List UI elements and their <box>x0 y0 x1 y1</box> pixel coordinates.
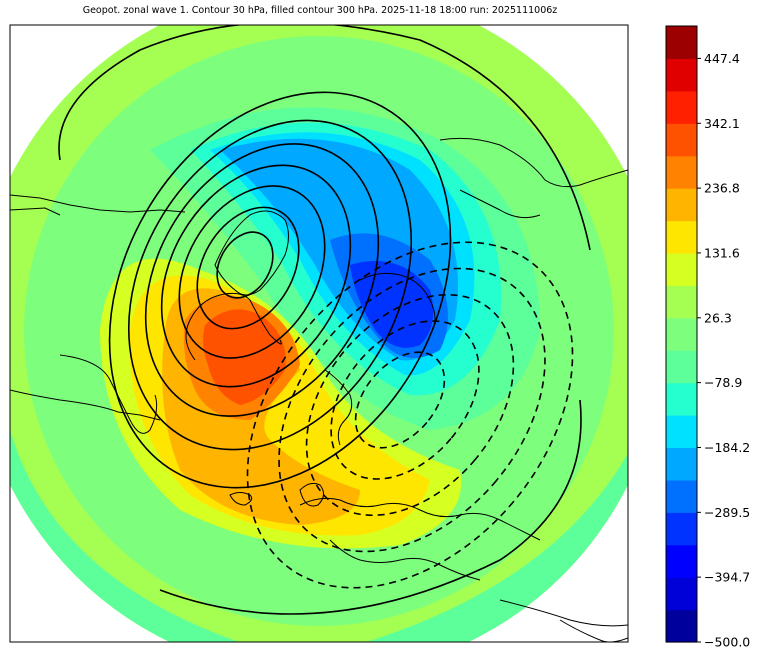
figure-title: Geopot. zonal wave 1. Contour 30 hPa, fi… <box>82 5 558 16</box>
contour-positive-7 <box>108 91 452 489</box>
colorbar-tick-label: 131.6 <box>704 245 740 260</box>
contour-positive-outer <box>58 25 591 251</box>
coast-alaska <box>10 194 186 213</box>
colorbar-tick-label: −78.9 <box>704 375 742 390</box>
colorbar-block <box>666 58 697 92</box>
colorbar-block <box>666 123 697 157</box>
contour-negative-3 <box>305 293 515 517</box>
contour-positive-1 <box>216 231 274 299</box>
map-panel <box>9 24 629 643</box>
colorbar-block <box>666 26 697 60</box>
colorbar-tick-label: 26.3 <box>704 310 732 325</box>
colorbar-block <box>666 252 697 286</box>
colorbar-block <box>666 512 697 546</box>
colorbar-ticks: 447.4 342.1 236.8 131.6 26.3 −78.9 −184.2 −289.… <box>697 51 750 650</box>
coast-scandinavia <box>324 369 353 446</box>
map-border <box>9 24 629 643</box>
colorbar-tick-label: 236.8 <box>704 181 740 196</box>
colorbar-blocks <box>666 26 697 643</box>
colorbar-block <box>666 350 697 384</box>
coast-siberia <box>439 137 628 188</box>
colorbar-block <box>666 544 697 578</box>
coast-europe <box>299 497 541 541</box>
colorbar-block <box>666 447 697 481</box>
colorbar-block <box>666 609 697 643</box>
coast-greenland <box>214 210 289 296</box>
contour-negative-1 <box>354 351 446 449</box>
colorbar-block <box>666 285 697 319</box>
contour-positive-5 <box>144 143 380 417</box>
contour-negative-5 <box>246 241 574 589</box>
colorbar-block <box>666 188 697 222</box>
contour-positive-3 <box>178 185 326 359</box>
colorbar-block <box>666 90 697 124</box>
colorbar-block <box>666 220 697 254</box>
colorbar-block <box>666 415 697 449</box>
coast-north-africa <box>499 599 628 627</box>
contour-negative-4 <box>278 267 546 553</box>
contour-positive-2 <box>196 206 300 330</box>
colorbar-tick-label: −500.0 <box>704 635 750 650</box>
colorbar-block <box>666 382 697 416</box>
contour-lines-30hpa <box>58 25 591 615</box>
map-frame-content <box>10 25 628 642</box>
contour-positive-6 <box>127 119 413 451</box>
coastlines <box>10 137 628 642</box>
filled-contour-field <box>10 25 628 642</box>
colorbar-tick-label: −289.5 <box>704 505 750 520</box>
colorbar-block <box>666 317 697 351</box>
coast-iceland <box>229 492 253 506</box>
contour-negative-2 <box>330 320 480 480</box>
colorbar-block <box>666 155 697 189</box>
colorbar-block <box>666 577 697 611</box>
contour-lines-30hpa-negative <box>246 241 574 589</box>
colorbar-block <box>666 479 697 513</box>
colorbar-tick-label: −184.2 <box>704 440 750 455</box>
coast-arctic-archipelago <box>185 292 282 361</box>
contour-positive-south <box>159 399 582 615</box>
colorbar-tick-label: −394.7 <box>704 570 750 585</box>
colorbar-tick-label: 447.4 <box>704 51 740 66</box>
negative-anomaly-lobe <box>150 107 540 430</box>
colorbar-tick-label: 342.1 <box>704 116 740 131</box>
contour-positive-4 <box>160 164 352 388</box>
colorbar-border <box>665 25 698 643</box>
